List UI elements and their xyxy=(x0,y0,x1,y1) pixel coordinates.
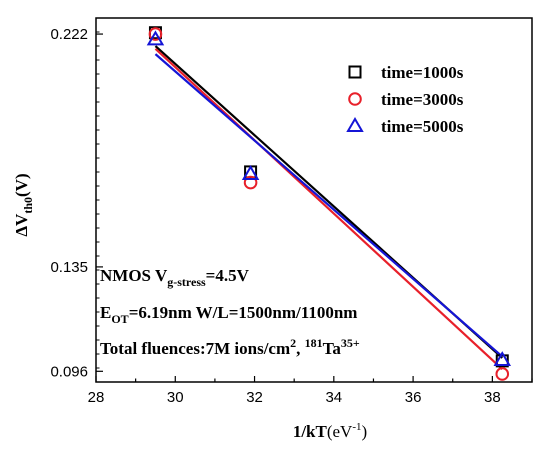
triangle-marker xyxy=(146,30,165,46)
triangle-marker xyxy=(241,165,260,181)
fit-line xyxy=(154,47,504,370)
y-axis-title: ΔVth0(V) xyxy=(12,173,35,236)
x-tick-label: 32 xyxy=(246,389,263,406)
triangle-marker xyxy=(346,117,364,132)
legend: time=1000s time=3000s time=5000s xyxy=(346,63,464,136)
circle-marker xyxy=(148,27,163,41)
x-tick-label: 38 xyxy=(484,389,501,406)
square-marker xyxy=(348,65,362,79)
x-tick-label: 30 xyxy=(167,389,184,406)
circle-marker xyxy=(495,367,510,381)
axis-ticks: 28 30 32 34 36 38 0.222 0.135 0.096 xyxy=(50,26,533,406)
x-tick-label: 36 xyxy=(405,389,422,406)
x-tick-label: 34 xyxy=(325,389,342,406)
circle-marker xyxy=(348,92,362,106)
legend-label: time=1000s xyxy=(381,63,464,82)
legend-label: time=3000s xyxy=(381,90,464,109)
annotation-fluence: Total fluences:7M ions/cm2, 181Ta35+ xyxy=(100,336,360,358)
fit-line xyxy=(154,53,503,358)
x-axis-title: 1/kT(eV-1) xyxy=(293,421,367,441)
triangle-marker xyxy=(493,351,512,367)
circle-marker xyxy=(243,175,258,190)
y-tick-label: 0.222 xyxy=(50,26,88,43)
y-tick-label: 0.096 xyxy=(50,363,88,380)
legend-label: time=5000s xyxy=(381,117,464,136)
plot-frame xyxy=(95,17,533,383)
plot-area xyxy=(146,26,512,381)
x-tick-label: 28 xyxy=(88,389,105,406)
y-tick-label: 0.135 xyxy=(50,259,88,276)
annotation-device: NMOS Vg-stress=4.5V xyxy=(100,266,250,289)
annotation-geometry: EOT=6.19nm W/L=1500nm/1100nm xyxy=(100,303,357,326)
